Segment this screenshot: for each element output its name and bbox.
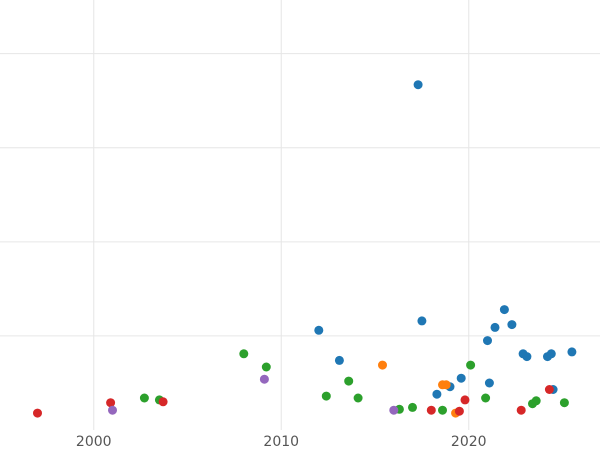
data-point-blue [499,305,509,315]
data-point-purple [108,405,117,415]
data-point-orange [378,360,387,370]
data-point-blue [546,349,556,359]
data-point-blue [567,347,577,357]
data-point-red [454,406,464,416]
data-point-green [344,376,354,386]
data-point-blue [483,336,492,346]
data-point-blue [507,320,517,330]
data-point-red [460,395,470,405]
data-point-red [33,408,42,418]
data-point-green [139,393,149,403]
data-point-green [531,396,541,406]
data-point-green [321,391,331,401]
x-tick-label: 2000 [76,434,112,450]
gridlines-group [0,0,600,430]
x-tick-label: 2020 [451,434,487,450]
data-points-group [33,80,577,418]
data-point-blue [490,322,500,332]
data-point-green [353,393,363,403]
data-point-purple [259,374,269,384]
x-axis-tick-labels: 2000 2010 2020 [76,434,487,450]
data-point-red [544,385,554,394]
data-point-green [559,398,569,408]
data-point-red [426,405,436,415]
data-point-blue [522,352,532,362]
data-point-orange [441,380,451,390]
data-point-blue [314,325,324,335]
data-point-green [261,362,271,372]
data-point-blue [456,373,466,383]
data-point-blue [432,389,442,399]
data-point-red [158,397,168,407]
data-point-blue [413,80,423,90]
data-point-blue [334,355,344,365]
data-point-purple [389,405,399,415]
x-tick-label: 2010 [263,434,299,450]
data-point-green [239,349,249,359]
data-point-blue [417,316,427,326]
data-point-green [481,393,491,403]
data-point-blue [484,378,494,388]
data-point-green [466,360,476,370]
data-point-green [438,405,447,415]
data-point-green [408,402,417,412]
data-point-red [106,398,116,408]
data-point-red [516,405,526,415]
